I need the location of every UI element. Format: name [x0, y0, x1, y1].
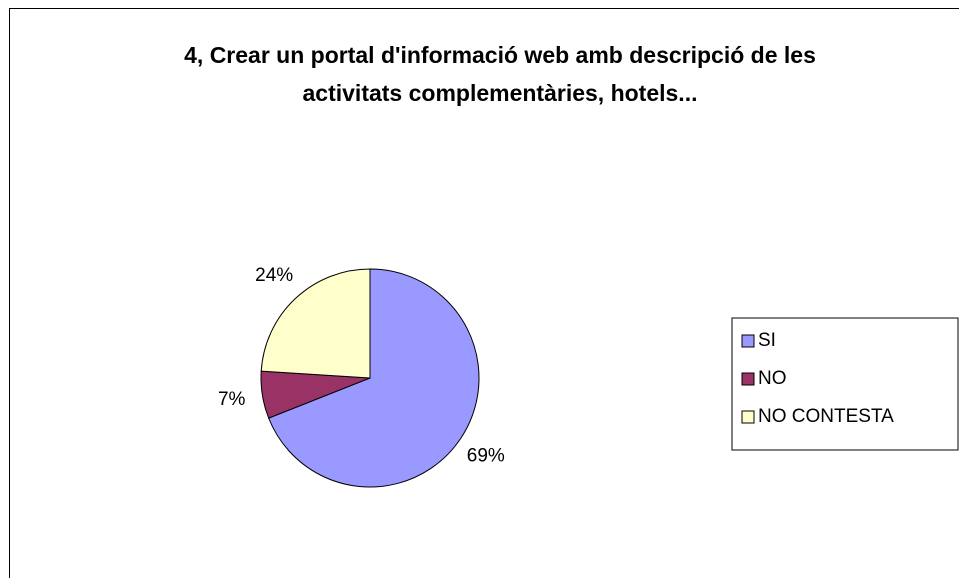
pie-slice	[268, 268, 480, 488]
pie-slice	[260, 268, 371, 379]
data-label: 7%	[218, 389, 246, 410]
legend-label: SI	[758, 330, 776, 351]
data-label: 69%	[467, 446, 505, 467]
chart-frame	[9, 8, 959, 578]
legend-swatch	[741, 334, 755, 348]
legend-label: NO	[758, 368, 787, 389]
data-label: 24%	[255, 265, 293, 286]
legend-swatch	[741, 372, 755, 386]
legend-box	[731, 317, 959, 451]
chart-title: 4, Crear un portal d'informació web amb …	[184, 42, 816, 106]
legend-swatch	[741, 410, 755, 424]
legend-label: NO CONTESTA	[758, 406, 894, 427]
